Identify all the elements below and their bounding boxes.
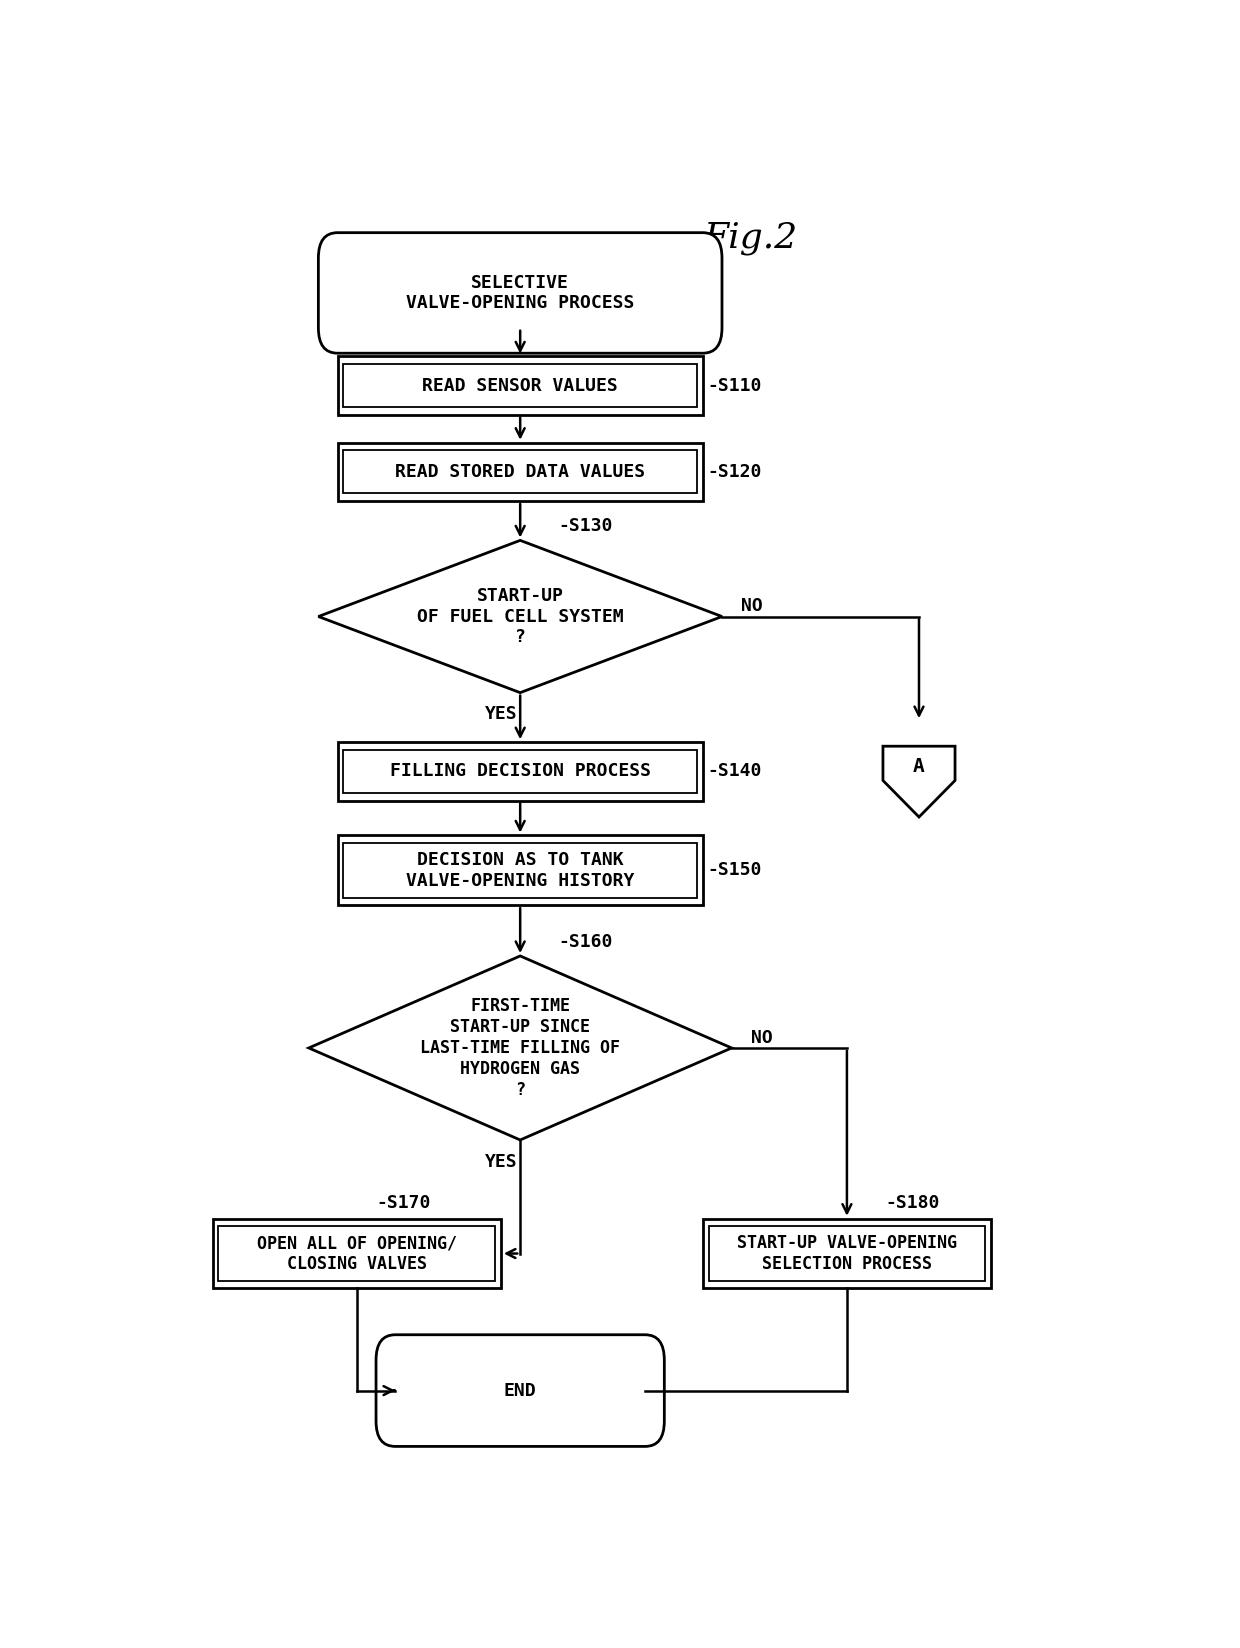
- Bar: [703, 1218, 991, 1289]
- Bar: [343, 364, 697, 407]
- Text: NO: NO: [742, 597, 763, 615]
- Bar: [343, 450, 697, 493]
- Bar: [337, 742, 703, 801]
- Text: -S170: -S170: [376, 1195, 430, 1213]
- Text: FILLING DECISION PROCESS: FILLING DECISION PROCESS: [389, 763, 651, 781]
- Text: A: A: [913, 758, 925, 776]
- Bar: [708, 1226, 986, 1280]
- Text: -S180: -S180: [885, 1195, 940, 1213]
- Text: YES: YES: [485, 1152, 517, 1170]
- Bar: [337, 836, 703, 905]
- Bar: [343, 750, 697, 793]
- FancyBboxPatch shape: [319, 232, 722, 353]
- Text: -S150: -S150: [708, 862, 761, 880]
- Bar: [337, 443, 703, 501]
- Text: READ STORED DATA VALUES: READ STORED DATA VALUES: [396, 463, 645, 481]
- Text: YES: YES: [485, 705, 517, 723]
- Text: -S140: -S140: [708, 763, 761, 781]
- Polygon shape: [319, 541, 722, 692]
- Text: OPEN ALL OF OPENING/
CLOSING VALVES: OPEN ALL OF OPENING/ CLOSING VALVES: [257, 1234, 456, 1272]
- Text: NO: NO: [751, 1028, 773, 1046]
- Text: START-UP
OF FUEL CELL SYSTEM
?: START-UP OF FUEL CELL SYSTEM ?: [417, 587, 624, 646]
- Text: -S120: -S120: [708, 463, 761, 481]
- Text: DECISION AS TO TANK
VALVE-OPENING HISTORY: DECISION AS TO TANK VALVE-OPENING HISTOR…: [405, 850, 635, 890]
- Text: SELECTIVE
VALVE-OPENING PROCESS: SELECTIVE VALVE-OPENING PROCESS: [405, 274, 635, 313]
- Polygon shape: [883, 747, 955, 817]
- Bar: [343, 844, 697, 898]
- Text: END: END: [503, 1381, 537, 1399]
- Polygon shape: [309, 956, 732, 1140]
- FancyBboxPatch shape: [376, 1335, 665, 1447]
- Bar: [218, 1226, 495, 1280]
- Text: START-UP VALVE-OPENING
SELECTION PROCESS: START-UP VALVE-OPENING SELECTION PROCESS: [737, 1234, 957, 1272]
- Bar: [213, 1218, 501, 1289]
- Text: -S130: -S130: [558, 517, 613, 536]
- Text: FIRST-TIME
START-UP SINCE
LAST-TIME FILLING OF
HYDROGEN GAS
?: FIRST-TIME START-UP SINCE LAST-TIME FILL…: [420, 997, 620, 1099]
- Text: -S160: -S160: [558, 933, 613, 951]
- Text: Fig.2: Fig.2: [703, 221, 799, 255]
- Text: READ SENSOR VALUES: READ SENSOR VALUES: [423, 376, 618, 394]
- Bar: [337, 356, 703, 415]
- Text: -S110: -S110: [708, 376, 761, 394]
